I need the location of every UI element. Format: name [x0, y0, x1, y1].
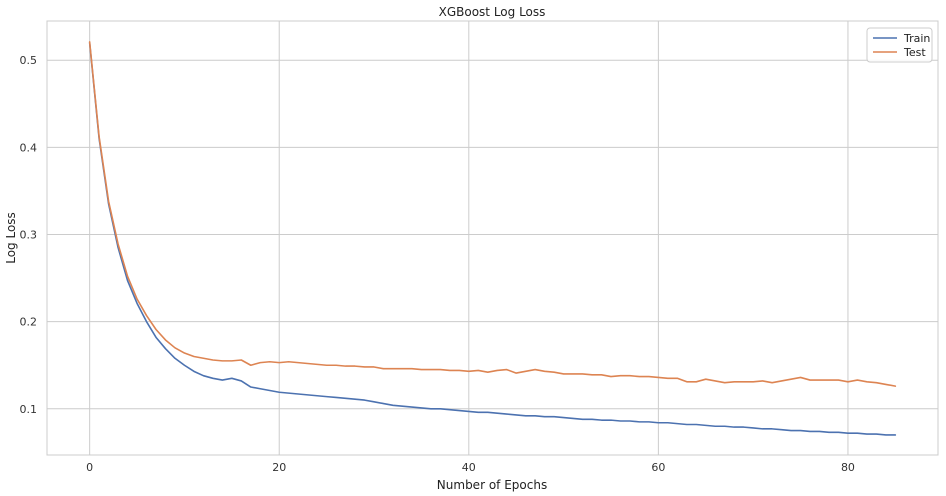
x-tick-label: 40 [462, 461, 476, 474]
y-axis-ticks: 0.1 0.2 0.3 0.4 0.5 [20, 54, 38, 416]
plot-area [46, 20, 939, 456]
y-axis-label: Log Loss [4, 212, 18, 264]
legend-label-train: Train [903, 32, 930, 45]
y-tick-label: 0.2 [20, 316, 38, 329]
x-tick-label: 80 [841, 461, 855, 474]
y-tick-label: 0.1 [20, 403, 38, 416]
x-tick-label: 20 [272, 461, 286, 474]
y-tick-label: 0.3 [20, 229, 38, 242]
legend: Train Test [866, 27, 933, 63]
x-axis-ticks: 0 20 40 60 80 [86, 461, 855, 474]
x-tick-label: 0 [86, 461, 93, 474]
x-axis-label: Number of Epochs [437, 478, 547, 492]
y-tick-label: 0.4 [20, 141, 38, 154]
chart-title: XGBoost Log Loss [439, 5, 546, 19]
series-line-test [88, 41, 897, 387]
legend-label-test: Test [903, 46, 926, 59]
series-lines [88, 41, 897, 436]
legend-box [866, 27, 933, 63]
y-tick-label: 0.5 [20, 54, 38, 67]
grid-lines [47, 21, 938, 455]
series-line-train [88, 41, 897, 436]
x-tick-label: 60 [651, 461, 665, 474]
